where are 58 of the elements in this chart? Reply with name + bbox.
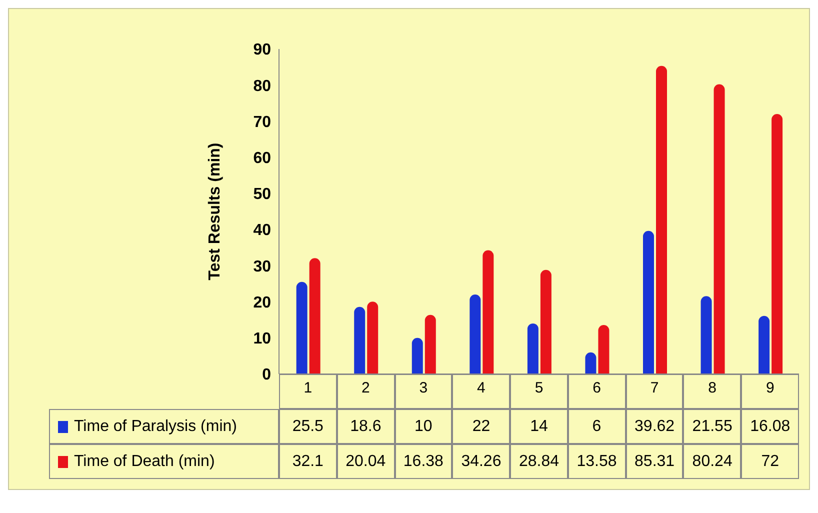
x-tick-label: 3 xyxy=(419,380,428,397)
bar xyxy=(482,250,494,374)
bar xyxy=(309,258,320,374)
bar xyxy=(643,230,654,374)
bar xyxy=(758,316,770,374)
data-label: 16.38 xyxy=(394,444,452,479)
bar xyxy=(598,324,610,374)
bar xyxy=(540,270,552,374)
bar xyxy=(354,306,366,374)
y-tick-label: 10 xyxy=(253,330,272,348)
data-label: 21.55 xyxy=(683,409,742,444)
legend-label: Time of Death (min) xyxy=(74,452,215,470)
data-label: 22 xyxy=(452,409,510,444)
x-tick-label: 4 xyxy=(477,380,486,397)
bar xyxy=(527,323,538,374)
y-tick-label: 90 xyxy=(253,42,272,59)
bar xyxy=(585,352,596,374)
bar xyxy=(367,302,378,374)
data-label: 32.1 xyxy=(279,444,337,479)
data-label: 6 xyxy=(568,409,626,444)
y-tick-label: 80 xyxy=(253,78,272,95)
bar xyxy=(470,294,481,374)
y-tick-label: 0 xyxy=(262,366,272,384)
x-tick-label: 2 xyxy=(361,380,370,397)
x-tick-label: 5 xyxy=(534,380,544,397)
data-label: 18.6 xyxy=(336,409,395,444)
data-label: 25.5 xyxy=(279,409,337,444)
bar xyxy=(656,66,667,374)
x-tick-label: 9 xyxy=(766,380,774,397)
bar xyxy=(412,338,423,374)
data-label: 39.62 xyxy=(626,409,684,444)
legend-label: Time of Paralysis (min) xyxy=(74,418,237,436)
y-axis-title: Test Results (min) xyxy=(206,142,224,280)
bar xyxy=(772,114,783,374)
data-label: 13.58 xyxy=(568,444,626,479)
data-label: 34.26 xyxy=(452,444,510,479)
y-tick-label: 40 xyxy=(253,222,272,240)
data-label: 28.84 xyxy=(510,444,568,479)
data-label: 20.04 xyxy=(336,444,395,479)
bar xyxy=(700,296,712,374)
data-label: 72 xyxy=(741,444,799,479)
x-tick-label: 8 xyxy=(708,380,717,397)
bar xyxy=(296,282,308,374)
data-label: 80.24 xyxy=(683,444,742,479)
data-label: 14 xyxy=(510,409,568,444)
y-tick-label: 20 xyxy=(253,294,272,312)
bar xyxy=(714,84,725,374)
data-label: 85.31 xyxy=(626,444,684,479)
x-tick-label: 1 xyxy=(304,380,312,397)
bar xyxy=(424,314,436,374)
y-tick-label: 30 xyxy=(253,258,272,276)
data-label: 16.08 xyxy=(741,409,799,444)
y-tick-label: 70 xyxy=(253,114,272,131)
x-tick-label: 7 xyxy=(650,380,659,397)
y-tick-label: 50 xyxy=(253,186,272,204)
data-label: 10 xyxy=(394,409,452,444)
y-tick-label: 60 xyxy=(253,150,272,168)
x-tick-label: 6 xyxy=(592,380,601,397)
